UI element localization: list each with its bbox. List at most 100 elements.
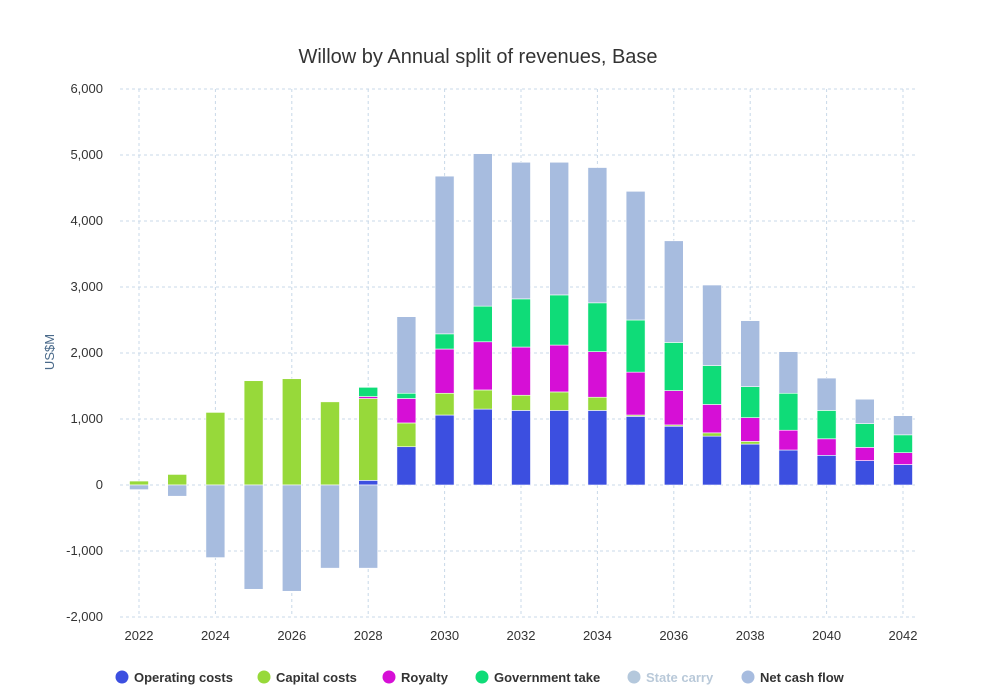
bar-segment-net-cash-flow-2037[interactable] — [702, 284, 722, 366]
bar-segment-government-take-2032[interactable] — [511, 298, 531, 348]
bar-segment-government-take-2039[interactable] — [778, 392, 799, 431]
bar-segment-government-take-2041[interactable] — [854, 423, 875, 448]
bar-segment-net-cash-flow-2042[interactable] — [893, 415, 913, 436]
bar-segment-capital-costs-2027[interactable] — [320, 401, 340, 486]
bar-segment-net-cash-flow-2029[interactable] — [396, 316, 417, 394]
bar-segment-government-take-2035[interactable] — [625, 319, 646, 373]
bar-segment-royalty-2038[interactable] — [740, 417, 761, 442]
bar-segment-net-cash-flow-2038[interactable] — [740, 320, 761, 387]
bar-segment-operating-costs-2039[interactable] — [778, 449, 799, 486]
bar-segment-net-cash-flow-2035[interactable] — [625, 191, 646, 321]
legend-item-capital-costs[interactable]: Capital costs — [257, 670, 357, 685]
bar-segment-government-take-2030[interactable] — [434, 333, 455, 350]
bar-segment-capital-costs-2032[interactable] — [511, 394, 531, 411]
bar-segment-net-cash-flow-2036[interactable] — [663, 240, 684, 343]
bar-segment-government-take-2033[interactable] — [549, 294, 570, 346]
bar-segment-capital-costs-2038[interactable] — [740, 441, 761, 445]
y-tick-label: 2,000 — [70, 345, 103, 360]
bar-segment-net-cash-flow-2023[interactable] — [167, 484, 187, 497]
bar-segment-net-cash-flow-2028[interactable] — [358, 484, 379, 569]
bar-segment-royalty-2042[interactable] — [893, 452, 913, 465]
y-tick-label: 5,000 — [70, 147, 103, 162]
bar-segment-capital-costs-2026[interactable] — [281, 378, 302, 486]
bar-segment-net-cash-flow-2027[interactable] — [320, 484, 340, 569]
bar-segment-net-cash-flow-2032[interactable] — [511, 161, 531, 300]
bar-segment-capital-costs-2025[interactable] — [243, 380, 264, 486]
bar-segment-royalty-2037[interactable] — [702, 404, 722, 434]
bar-segment-operating-costs-2032[interactable] — [511, 410, 531, 486]
bar-segment-net-cash-flow-2025[interactable] — [243, 484, 264, 590]
bar-segment-operating-costs-2040[interactable] — [816, 454, 837, 486]
bar-segment-capital-costs-2034[interactable] — [587, 396, 608, 411]
bar-segment-net-cash-flow-2041[interactable] — [854, 398, 875, 424]
bar-segment-capital-costs-2031[interactable] — [472, 389, 493, 410]
bar-segment-royalty-2035[interactable] — [625, 371, 646, 416]
x-axis-ticks: 2022 2024 2026 2028 2030 2032 2034 2036 2038 2040… — [125, 628, 918, 643]
bar-segment-net-cash-flow-2026[interactable] — [281, 484, 302, 592]
bar-segment-operating-costs-2041[interactable] — [854, 460, 875, 486]
legend-item-government-take[interactable]: Government take — [475, 670, 601, 685]
bar-segment-operating-costs-2034[interactable] — [587, 410, 608, 486]
bar-segment-operating-costs-2037[interactable] — [702, 435, 722, 486]
bar-segment-operating-costs-2042[interactable] — [893, 464, 913, 486]
bar-segment-net-cash-flow-2030[interactable] — [434, 175, 455, 335]
bar-segment-operating-costs-2028[interactable] — [358, 480, 379, 486]
bar-segment-royalty-2036[interactable] — [663, 390, 684, 426]
legend-label: Royalty — [401, 670, 449, 685]
bar-segment-net-cash-flow-2039[interactable] — [778, 351, 799, 394]
bar-segment-capital-costs-2022[interactable] — [129, 480, 149, 486]
legend-item-royalty[interactable]: Royalty — [382, 670, 449, 685]
legend-marker — [257, 670, 271, 684]
bar-segment-capital-costs-2030[interactable] — [434, 392, 455, 416]
bar-segment-royalty-2033[interactable] — [549, 344, 570, 393]
bar-segment-royalty-2029[interactable] — [396, 398, 417, 424]
legend-item-net-cash-flow[interactable]: Net cash flow — [741, 670, 845, 685]
bar-segment-government-take-2031[interactable] — [472, 305, 493, 343]
bar-segment-capital-costs-2023[interactable] — [167, 474, 187, 486]
bar-segment-operating-costs-2029[interactable] — [396, 446, 417, 486]
bar-segment-operating-costs-2036[interactable] — [663, 425, 684, 486]
bar-segment-government-take-2042[interactable] — [893, 434, 913, 453]
bar-segment-net-cash-flow-2040[interactable] — [816, 377, 837, 411]
legend-marker — [382, 670, 396, 684]
bar-segment-royalty-2040[interactable] — [816, 438, 837, 456]
bar-segment-operating-costs-2033[interactable] — [549, 410, 570, 486]
legend-label: State carry — [646, 670, 714, 685]
bar-segment-government-take-2036[interactable] — [663, 342, 684, 391]
bar-segment-government-take-2040[interactable] — [816, 410, 837, 440]
bar-segment-net-cash-flow-2024[interactable] — [205, 484, 226, 558]
bar-segment-royalty-2041[interactable] — [854, 447, 875, 461]
legend-item-state-carry[interactable]: State carry — [627, 670, 714, 685]
bar-segment-operating-costs-2030[interactable] — [434, 414, 455, 486]
bar-segment-capital-costs-2037[interactable] — [702, 432, 722, 437]
bar-segment-government-take-2038[interactable] — [740, 386, 761, 418]
bar-segment-net-cash-flow-2033[interactable] — [549, 161, 570, 296]
bar-segment-royalty-2031[interactable] — [472, 341, 493, 391]
bar-segment-capital-costs-2033[interactable] — [549, 391, 570, 411]
bar-segment-operating-costs-2031[interactable] — [472, 408, 493, 486]
bar-segment-royalty-2032[interactable] — [511, 346, 531, 396]
bar-segment-capital-costs-2024[interactable] — [205, 412, 226, 486]
bar-segment-royalty-2039[interactable] — [778, 429, 799, 451]
y-tick-label: -1,000 — [66, 543, 103, 558]
legend-marker — [475, 670, 489, 684]
bar-segment-government-take-2028[interactable] — [358, 387, 379, 397]
legend-label: Government take — [494, 670, 600, 685]
bar-segment-capital-costs-2028[interactable] — [358, 398, 379, 481]
bar-segment-net-cash-flow-2031[interactable] — [472, 153, 493, 307]
bar-segment-government-take-2034[interactable] — [587, 302, 608, 352]
bar-segment-net-cash-flow-2022[interactable] — [129, 484, 149, 490]
bar-segment-capital-costs-2029[interactable] — [396, 422, 417, 448]
legend-item-operating-costs[interactable]: Operating costs — [115, 670, 233, 685]
bar-segment-government-take-2029[interactable] — [396, 392, 417, 399]
bar-segment-operating-costs-2035[interactable] — [625, 416, 646, 486]
bar-segment-net-cash-flow-2034[interactable] — [587, 167, 608, 304]
x-tick-label: 2032 — [507, 628, 536, 643]
bar-segment-operating-costs-2038[interactable] — [740, 443, 761, 486]
y-tick-label: 1,000 — [70, 411, 103, 426]
bar-segment-royalty-2034[interactable] — [587, 351, 608, 398]
bar-segment-government-take-2037[interactable] — [702, 365, 722, 405]
bar-segment-royalty-2030[interactable] — [434, 348, 455, 394]
bars — [129, 153, 913, 592]
